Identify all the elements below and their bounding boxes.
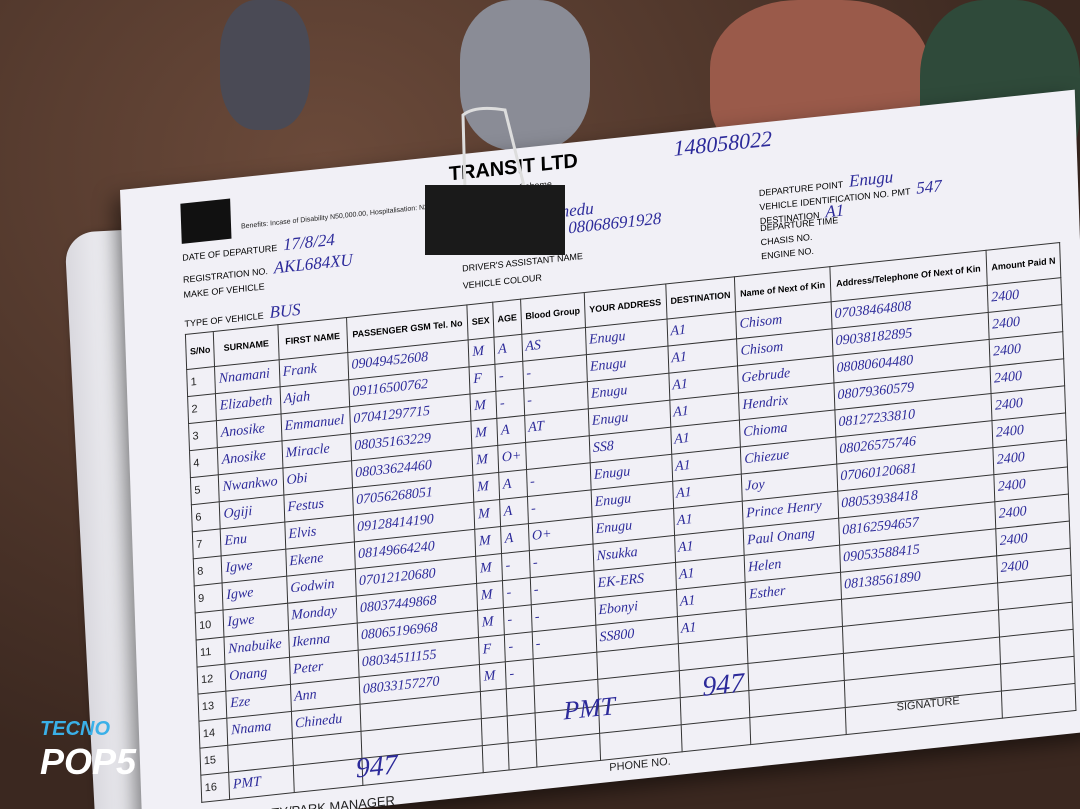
cell: [481, 715, 509, 746]
cell: 10: [195, 609, 225, 641]
manager-label: TY/PARK MANAGER: [271, 792, 396, 809]
person-leg: [220, 0, 310, 130]
cell: 6: [191, 501, 221, 532]
cell: -: [505, 658, 534, 689]
cell: 11: [196, 637, 226, 668]
person-skirt: [460, 0, 590, 150]
scribble: 947: [355, 749, 399, 785]
field-value: 547: [916, 176, 943, 198]
cell: M: [479, 661, 507, 692]
serial: 148058022: [673, 125, 773, 161]
cell: 12: [197, 664, 227, 695]
logo: [180, 198, 232, 244]
cell: 14: [198, 718, 229, 749]
manifest-table: S/No SURNAME FIRST NAME PASSENGER GSM Tel. …: [185, 242, 1077, 803]
cell: 5: [190, 474, 220, 505]
cell: M: [473, 472, 500, 503]
cell: F: [469, 364, 497, 394]
cell: A: [500, 523, 530, 554]
cell: A: [494, 334, 523, 365]
cell: 16: [200, 772, 231, 803]
watermark: TECNO POP5: [40, 718, 136, 783]
cell: [482, 742, 510, 773]
scribble: PMT: [562, 691, 616, 726]
manifest-sheet: TRANSIT LTD 148058022 Manifest/Welfare S…: [120, 89, 1080, 809]
cell: M: [472, 445, 499, 476]
cell: PMT: [229, 765, 294, 800]
cell: [507, 713, 536, 743]
cell: -: [501, 550, 530, 581]
cell: 2: [187, 393, 217, 424]
cell: M: [475, 526, 502, 557]
field-value: 17/8/24: [282, 229, 336, 255]
cell: [480, 688, 508, 719]
cell: M: [476, 580, 504, 611]
cell: A: [499, 496, 529, 527]
cell: O+: [497, 442, 527, 473]
cell: M: [470, 391, 498, 422]
cell: A: [497, 415, 526, 446]
cell: F: [478, 634, 506, 665]
cell: 8: [193, 555, 223, 586]
cell: [506, 685, 535, 716]
column-header: AGE: [492, 299, 522, 338]
cell: -: [504, 631, 533, 662]
watermark-brand: TECNO: [40, 718, 110, 740]
cell: M: [477, 607, 505, 638]
cell: 1: [186, 366, 216, 397]
cell: [535, 733, 601, 768]
cell: 15: [199, 745, 230, 776]
column-header: S/No: [185, 331, 215, 370]
cell: -: [502, 577, 531, 608]
cell: 4: [189, 447, 219, 478]
cell: -: [503, 604, 532, 635]
binder-clip: [425, 105, 565, 255]
cell: 9: [194, 582, 224, 613]
cell: M: [476, 553, 503, 584]
cell: A: [498, 469, 528, 500]
cell: [293, 758, 363, 793]
cell: -: [496, 388, 525, 419]
watermark-model: POP5: [40, 741, 137, 782]
fields: DEPARTURE POINT Enugu VEHICLE IDENTIFICATI…: [759, 162, 944, 265]
column-header: SEX: [467, 302, 495, 340]
cell: -: [495, 361, 524, 392]
cell: 13: [197, 691, 228, 722]
cell: 7: [192, 528, 222, 559]
cell: M: [468, 337, 496, 367]
cell: [508, 740, 537, 770]
benefits: Benefits: Incase of Disability N50,000.0…: [240, 201, 456, 231]
cell: 3: [188, 420, 218, 451]
cell: M: [474, 499, 501, 530]
field-value: BUS: [269, 299, 301, 323]
cell: M: [471, 418, 498, 449]
cell: [680, 717, 751, 752]
scribble: 947: [701, 667, 745, 703]
binder-clip-icon: [425, 106, 565, 255]
